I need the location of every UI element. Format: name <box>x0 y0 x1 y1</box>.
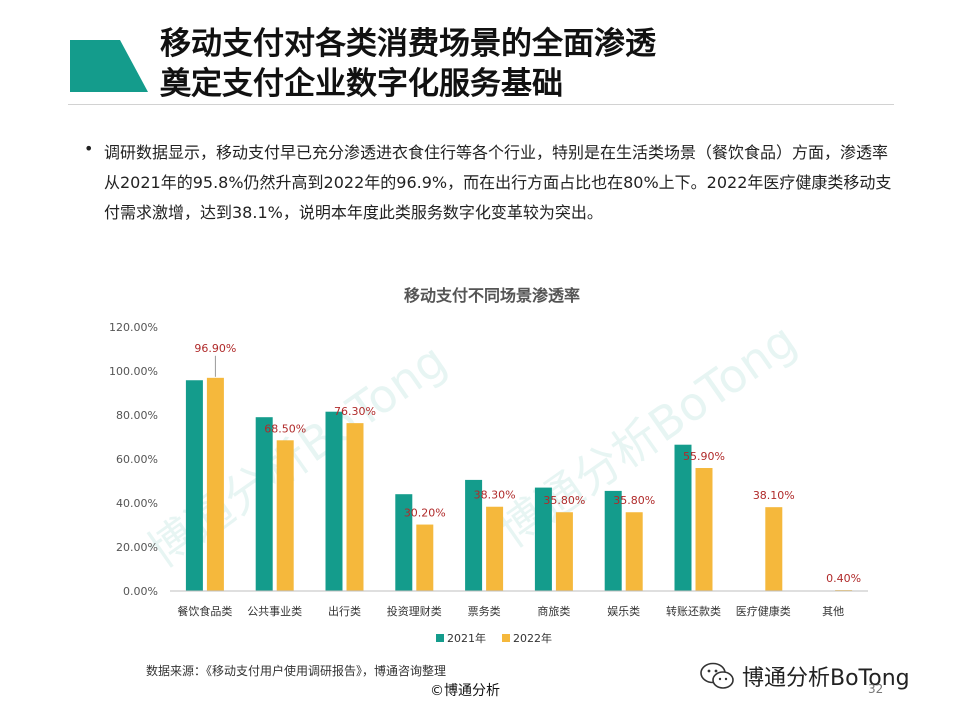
y-tick-label: 120.00% <box>109 321 158 334</box>
bar-2022 <box>695 468 713 591</box>
body-paragraph: 调研数据显示，移动支付早已充分渗透进衣食住行等各个行业，特别是在生活类场景（餐饮… <box>104 143 892 222</box>
data-label: 55.90% <box>683 450 725 463</box>
data-label: 38.10% <box>753 489 795 502</box>
logo-shape <box>70 40 148 92</box>
bar-2022 <box>206 377 224 591</box>
y-tick-label: 40.00% <box>116 497 158 510</box>
bars <box>185 377 853 591</box>
y-tick-label: 0.00% <box>123 585 158 598</box>
y-tick-label: 80.00% <box>116 409 158 422</box>
title-divider <box>68 104 894 105</box>
legend-swatch <box>436 634 444 642</box>
bar-2021 <box>534 487 552 591</box>
legend-swatch <box>502 634 510 642</box>
x-tick-label: 商旅类 <box>537 604 570 618</box>
x-tick-label: 其他 <box>822 605 844 618</box>
legend-label: 2021年 <box>447 631 486 645</box>
slide-title: 移动支付对各类消费场景的全面渗透 奠定支付企业数字化服务基础 <box>160 24 656 104</box>
y-axis: 0.00% 20.00% 40.00% 60.00% 80.00% 100.00% 120.… <box>109 321 158 598</box>
bar-2021 <box>255 417 273 591</box>
wechat-icon <box>700 662 734 689</box>
data-source: 数据来源：《移动支付用户使用调研报告》，博通咨询整理 <box>146 664 447 678</box>
y-tick-label: 20.00% <box>116 541 158 554</box>
data-label: 76.30% <box>334 405 376 418</box>
x-tick-label: 公共事业类 <box>247 604 302 618</box>
x-axis: 餐饮食品类 公共事业类 出行类 投资理财类 票务类 商旅类 娱乐类 转账还款类 医疗健康类 其他 <box>170 590 868 618</box>
legend-label: 2022年 <box>513 631 552 645</box>
bar-2022 <box>276 440 294 591</box>
data-label: 38.30% <box>474 489 516 502</box>
x-tick-label: 票务类 <box>468 604 501 618</box>
data-label: 35.80% <box>543 494 585 507</box>
bullet-symbol: • <box>84 139 94 158</box>
title-line-2: 奠定支付企业数字化服务基础 <box>160 66 563 102</box>
bar-2021 <box>674 444 692 591</box>
bar-2021 <box>185 380 203 591</box>
bar-2021 <box>325 411 343 591</box>
bar-2021 <box>604 490 622 591</box>
legend: 2021年 2022年 <box>436 631 552 645</box>
bar-2022 <box>555 512 573 591</box>
brand-name: 博通分析BoTong <box>742 666 910 691</box>
x-tick-label: 餐饮食品类 <box>177 604 232 618</box>
page-number: 32 <box>868 682 884 696</box>
bar-2022 <box>625 512 643 591</box>
bar-2021 <box>395 494 413 591</box>
title-line-1: 移动支付对各类消费场景的全面渗透 <box>160 26 656 62</box>
x-tick-label: 出行类 <box>328 604 361 618</box>
bar-2022 <box>416 524 434 591</box>
x-tick-label: 医疗健康类 <box>736 604 791 618</box>
x-tick-label: 投资理财类 <box>387 604 442 618</box>
bar-2022 <box>346 423 364 591</box>
data-label: 35.80% <box>613 494 655 507</box>
y-tick-label: 100.00% <box>109 365 158 378</box>
data-label: 68.50% <box>264 422 306 435</box>
brand-mark: 博通分析BoTong <box>700 660 910 692</box>
data-label: 30.20% <box>404 507 446 520</box>
data-label: 0.40% <box>826 572 861 585</box>
x-tick-label: 转账还款类 <box>666 604 721 618</box>
bar-2021 <box>465 479 483 591</box>
x-tick-label: 娱乐类 <box>607 604 640 618</box>
data-labels: 96.90% 68.50% 76.30% 30.20% 38.30% 35.80% 35.8… <box>194 342 861 585</box>
chart-title: 移动支付不同场景渗透率 <box>404 286 580 305</box>
data-label: 96.90% <box>194 342 236 355</box>
bar-2022 <box>486 506 504 591</box>
y-tick-label: 60.00% <box>116 453 158 466</box>
bar-2022 <box>765 507 783 591</box>
copyright: ©博通分析 <box>430 683 500 699</box>
